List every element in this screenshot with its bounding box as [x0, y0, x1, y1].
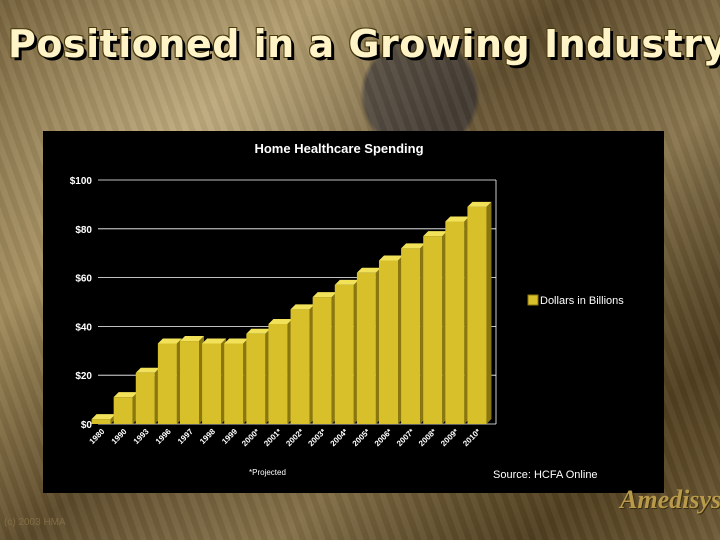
- bar-front: [467, 206, 487, 424]
- y-tick-label: $0: [81, 420, 93, 431]
- legend-label: Dollars in Billions: [540, 295, 624, 307]
- x-tick-label: 2001*: [262, 426, 284, 448]
- x-tick-label: 1993: [132, 427, 151, 446]
- bar: [224, 338, 249, 424]
- bar: [290, 304, 315, 424]
- bar: [113, 392, 138, 424]
- x-tick-label: 2007*: [395, 426, 417, 448]
- bar-front: [157, 343, 177, 424]
- bar-front: [423, 236, 443, 424]
- bar: [423, 231, 448, 424]
- bar-top: [445, 216, 470, 222]
- y-tick-label: $100: [70, 176, 93, 187]
- bar: [202, 338, 227, 424]
- bar-front: [113, 397, 133, 424]
- bar-front: [445, 221, 465, 424]
- bar-top: [224, 338, 249, 344]
- y-tick-label: $20: [75, 371, 92, 382]
- bar-front: [378, 260, 399, 424]
- x-tick-label: 2008*: [417, 426, 439, 448]
- bar: [334, 279, 359, 424]
- bar-front: [401, 248, 421, 424]
- bar: [179, 336, 205, 424]
- bar: [312, 292, 337, 424]
- bar-top: [91, 414, 116, 420]
- x-tick-label: 1990: [110, 427, 129, 446]
- chart-title: Home Healthcare Spending: [254, 141, 423, 156]
- bar-front: [224, 343, 244, 424]
- x-tick-label: 1998: [198, 427, 217, 446]
- x-tick-label: 1999: [220, 427, 239, 446]
- legend-swatch: [527, 294, 539, 306]
- x-tick-label: 2010*: [461, 426, 483, 448]
- bar-side: [486, 201, 492, 424]
- bar-front: [91, 419, 111, 424]
- x-tick-label: 2005*: [351, 426, 373, 448]
- bar-top: [157, 338, 182, 344]
- bar-top: [467, 201, 492, 207]
- bar: [378, 255, 404, 424]
- bar-front: [312, 297, 332, 424]
- bar-top: [356, 267, 381, 273]
- bar-top: [401, 243, 426, 249]
- bar-top: [202, 338, 227, 344]
- bar-top: [378, 255, 404, 261]
- bar: [401, 243, 426, 424]
- bar: [268, 318, 293, 424]
- bar-front: [179, 341, 200, 424]
- bar-front: [202, 343, 222, 424]
- bar-top: [135, 367, 160, 373]
- slide-title: Positioned in a Growing Industry: [8, 22, 720, 66]
- x-tick-label: 1997: [176, 427, 195, 446]
- source-note: Source: HCFA Online: [493, 469, 598, 481]
- legend: Dollars in Billions: [527, 294, 624, 307]
- bar-front: [334, 284, 354, 424]
- bar-front: [246, 333, 266, 424]
- x-tick-label: 2009*: [439, 426, 461, 448]
- x-tick-label: 2000*: [240, 426, 262, 448]
- company-logo: Amedisys: [620, 485, 720, 514]
- x-tick-label: 2003*: [306, 426, 328, 448]
- bar: [445, 216, 470, 424]
- footnote-projected: *Projected: [249, 468, 286, 477]
- bar: [356, 267, 381, 424]
- y-axis: $0 $20 $40 $60 $80 $100: [70, 176, 93, 431]
- x-tick-label: 2004*: [329, 426, 351, 448]
- copyright-text: (c) 2003 HMA: [4, 517, 66, 528]
- y-tick-label: $60: [75, 274, 92, 285]
- bar-front: [268, 323, 288, 424]
- bar-top: [423, 231, 448, 237]
- bar-top: [334, 279, 359, 285]
- bar: [135, 367, 160, 424]
- x-tick-label: 1996: [154, 427, 173, 446]
- bar-top: [290, 304, 315, 310]
- bar: [246, 328, 271, 424]
- bar-top: [268, 318, 293, 324]
- bar: [467, 201, 492, 424]
- bar-chart: Home Healthcare Spending $0$20$40$60$80$…: [70, 141, 625, 481]
- x-tick-label: 2006*: [373, 426, 395, 448]
- bar-top: [312, 292, 337, 298]
- x-tick-label: 2002*: [284, 426, 306, 448]
- bar-top: [179, 336, 205, 342]
- bars: [91, 201, 492, 424]
- chart-panel: Home Healthcare Spending $0 $20 $40 $60 $80 $…: [43, 131, 664, 493]
- y-tick-label: $80: [75, 225, 92, 236]
- bar-top: [246, 328, 271, 334]
- bar: [91, 414, 116, 424]
- bar-top: [113, 392, 138, 398]
- bar-front: [135, 372, 155, 424]
- y-tick-label: $40: [75, 322, 92, 333]
- bar: [157, 338, 182, 424]
- x-axis-labels: 1980 1990 1993 1996 1997 1998 1999 2000* 2001* 20…: [88, 426, 483, 448]
- bar-front: [356, 272, 376, 424]
- bar-front: [290, 309, 310, 424]
